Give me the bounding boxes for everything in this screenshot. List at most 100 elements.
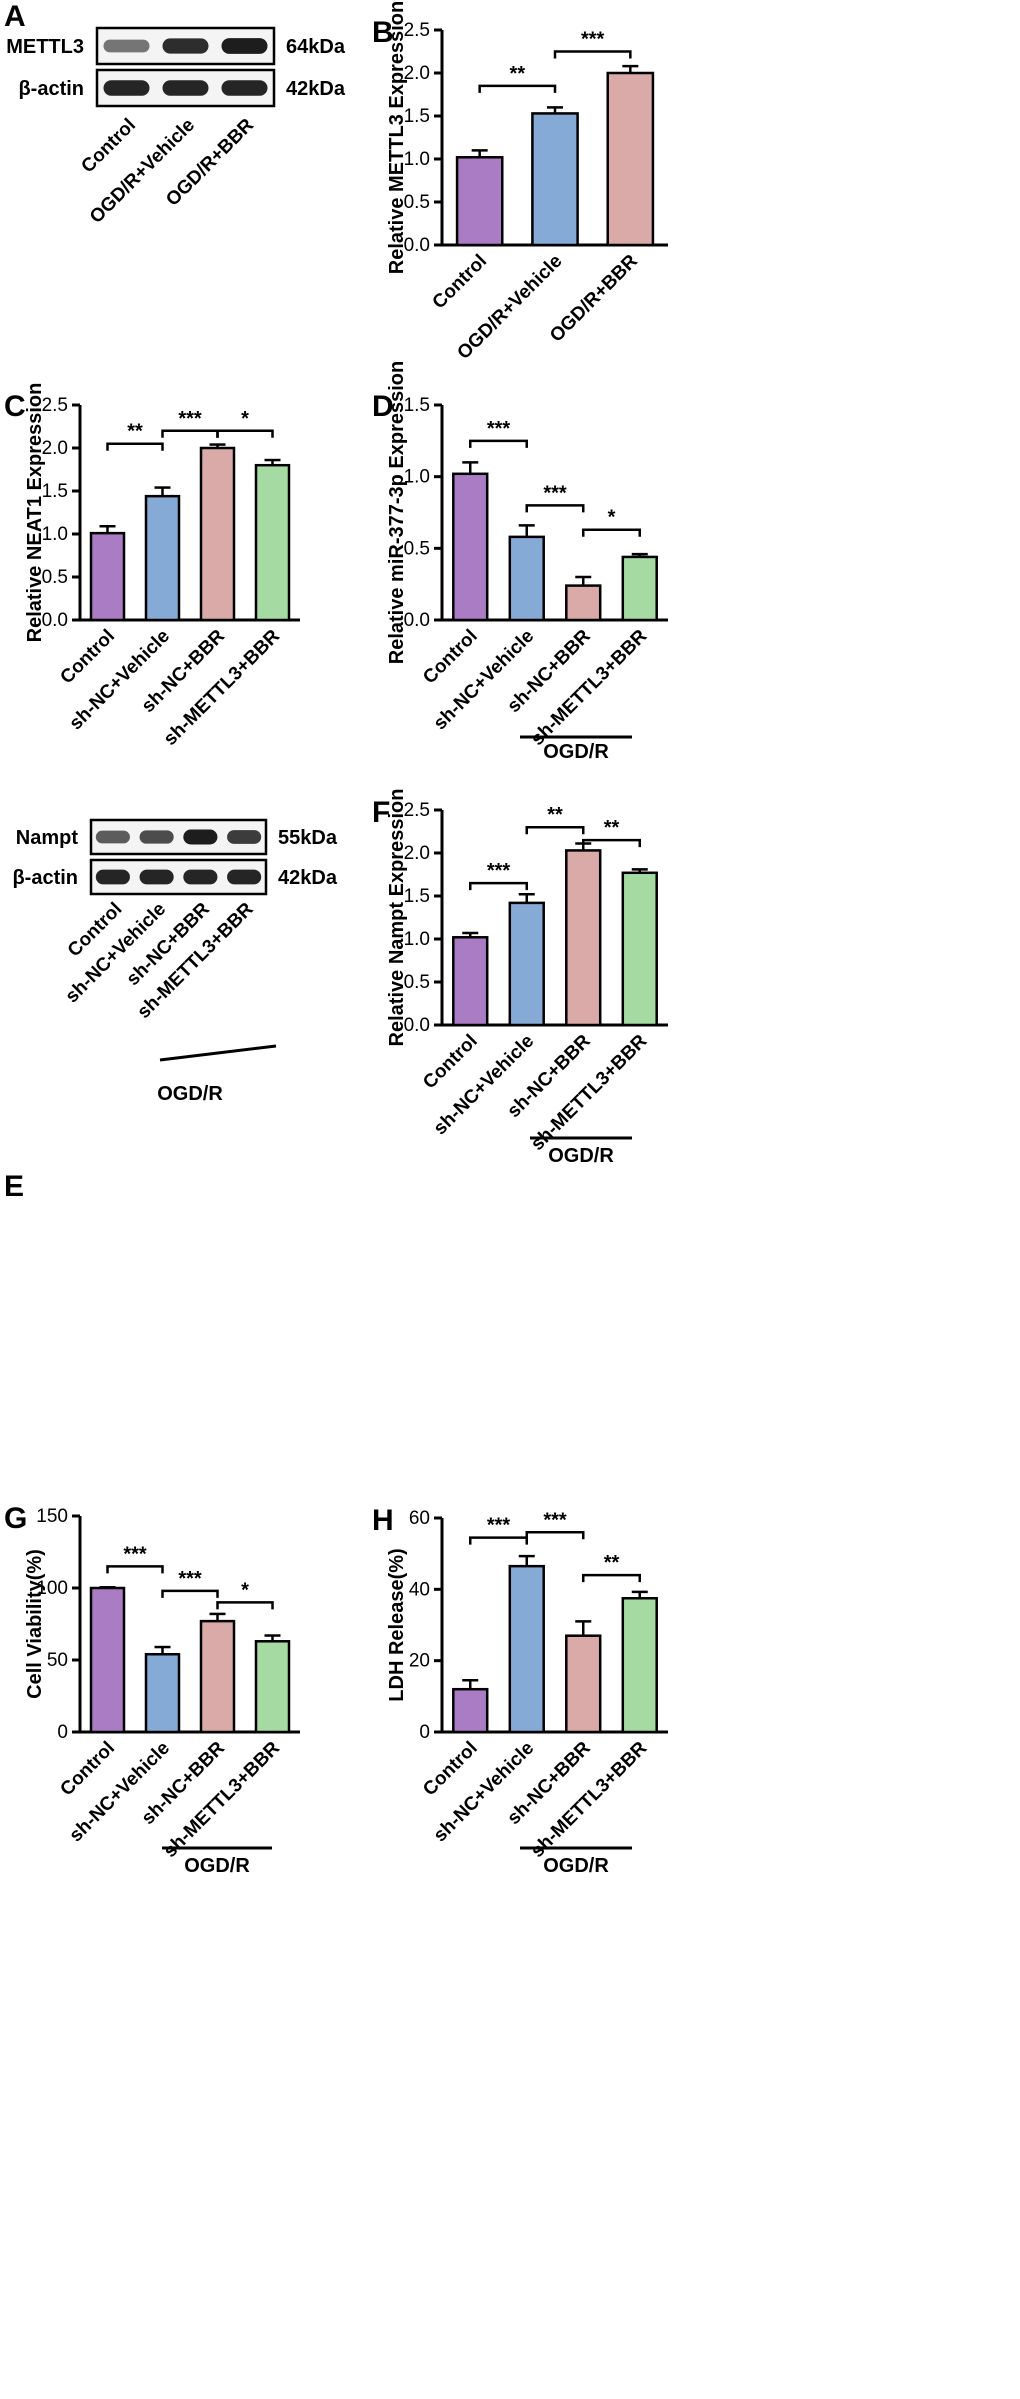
y-tick-label: 0.0 bbox=[404, 235, 430, 256]
significance-label: *** bbox=[178, 408, 202, 430]
y-tick-label: 0.5 bbox=[404, 192, 430, 213]
panel-label: A bbox=[4, 0, 26, 33]
bar bbox=[621, 871, 658, 1027]
bar bbox=[621, 555, 658, 622]
blot-row-label: β-actin bbox=[18, 78, 84, 100]
bar bbox=[452, 1687, 489, 1734]
group-label: OGD/R bbox=[543, 1855, 609, 1877]
y-tick-label: 0.0 bbox=[404, 610, 430, 631]
y-tick-label: 1.5 bbox=[42, 481, 68, 502]
significance-bracket bbox=[216, 1601, 274, 1610]
bar bbox=[565, 849, 602, 1027]
significance-label: *** bbox=[487, 860, 511, 882]
significance-bracket bbox=[478, 84, 557, 93]
y-tick-label: 150 bbox=[36, 1506, 68, 1527]
y-tick-label: 1.0 bbox=[404, 467, 430, 488]
category-label: sh-NC+Vehicle bbox=[65, 1738, 174, 1847]
significance-bracket bbox=[469, 1536, 528, 1545]
group-label: OGD/R bbox=[548, 1145, 614, 1167]
y-tick-label: 2.0 bbox=[404, 843, 430, 864]
bar bbox=[621, 1597, 658, 1734]
bar bbox=[531, 112, 579, 247]
y-tick-label: 0.0 bbox=[404, 1015, 430, 1036]
panel-label: H bbox=[372, 1504, 394, 1537]
significance-label: *** bbox=[123, 1543, 147, 1565]
significance-bracket bbox=[582, 1573, 641, 1583]
significance-label: * bbox=[241, 1579, 249, 1601]
panel-label: F bbox=[372, 796, 390, 829]
y-axis-label: Relative NEAT1 Expression bbox=[24, 383, 46, 643]
y-tick-label: 1.0 bbox=[404, 929, 430, 950]
y-tick-label: 100 bbox=[36, 1578, 68, 1599]
y-tick-label: 50 bbox=[47, 1650, 68, 1671]
protein-band bbox=[227, 869, 262, 885]
panel-label: E bbox=[4, 1170, 24, 1203]
group-label: OGD/R bbox=[543, 741, 609, 763]
significance-bracket bbox=[106, 442, 164, 451]
category-label: sh-NC+Vehicle bbox=[65, 626, 174, 735]
panel-label: G bbox=[4, 1502, 27, 1535]
category-label: Control bbox=[429, 251, 492, 314]
significance-bracket bbox=[525, 504, 585, 513]
protein-band bbox=[95, 869, 130, 885]
protein-band bbox=[103, 80, 150, 96]
significance-bracket bbox=[525, 1531, 585, 1540]
lane-label: OGD/R+Vehicle bbox=[86, 115, 199, 228]
protein-band bbox=[95, 830, 130, 844]
y-axis-label: Relative miR-377-3p Expression bbox=[386, 361, 408, 664]
protein-band bbox=[221, 38, 268, 54]
protein-band bbox=[183, 829, 218, 845]
significance-bracket bbox=[553, 50, 632, 59]
bar bbox=[89, 531, 126, 622]
significance-bracket bbox=[469, 881, 528, 891]
protein-band bbox=[162, 38, 209, 54]
bar bbox=[254, 463, 291, 622]
significance-label: ** bbox=[510, 63, 526, 85]
y-tick-label: 0.0 bbox=[42, 610, 68, 631]
category-label: sh-NC+Vehicle bbox=[430, 626, 539, 735]
significance-bracket bbox=[161, 1589, 219, 1598]
molecular-weight-label: 42kDa bbox=[286, 78, 346, 100]
y-tick-label: 2.5 bbox=[404, 20, 430, 41]
category-label: sh-NC+Vehicle bbox=[430, 1031, 539, 1140]
y-tick-label: 2.0 bbox=[404, 63, 430, 84]
significance-label: *** bbox=[487, 418, 511, 440]
protein-band bbox=[227, 830, 262, 844]
y-tick-label: 60 bbox=[409, 1508, 430, 1529]
panel-label: D bbox=[372, 390, 394, 423]
protein-band bbox=[162, 80, 209, 96]
blot-row-label: Nampt bbox=[16, 827, 79, 849]
bar bbox=[606, 71, 655, 247]
bar bbox=[144, 1652, 181, 1734]
y-axis-label: LDH Release(%) bbox=[386, 1548, 408, 1701]
bar bbox=[199, 446, 236, 622]
y-tick-label: 1.0 bbox=[404, 149, 430, 170]
significance-label: ** bbox=[127, 421, 143, 443]
significance-bracket bbox=[106, 1565, 164, 1574]
protein-band bbox=[103, 39, 150, 53]
significance-bracket bbox=[161, 429, 219, 438]
group-label: OGD/R bbox=[157, 1083, 223, 1105]
bar bbox=[452, 936, 489, 1027]
y-tick-label: 0 bbox=[57, 1722, 68, 1743]
panel-label: C bbox=[4, 390, 26, 423]
protein-band bbox=[183, 869, 218, 885]
bar bbox=[565, 584, 602, 622]
protein-band bbox=[221, 80, 268, 96]
panel-label: B bbox=[372, 16, 394, 49]
y-tick-label: 40 bbox=[409, 1579, 430, 1600]
bar bbox=[89, 1586, 126, 1734]
significance-label: ** bbox=[604, 817, 620, 839]
y-tick-label: 1.0 bbox=[42, 524, 68, 545]
y-axis-label: Cell Viability(%) bbox=[24, 1549, 46, 1699]
y-axis-label: Relative Nampt Expression bbox=[386, 789, 408, 1047]
bar bbox=[455, 156, 504, 247]
